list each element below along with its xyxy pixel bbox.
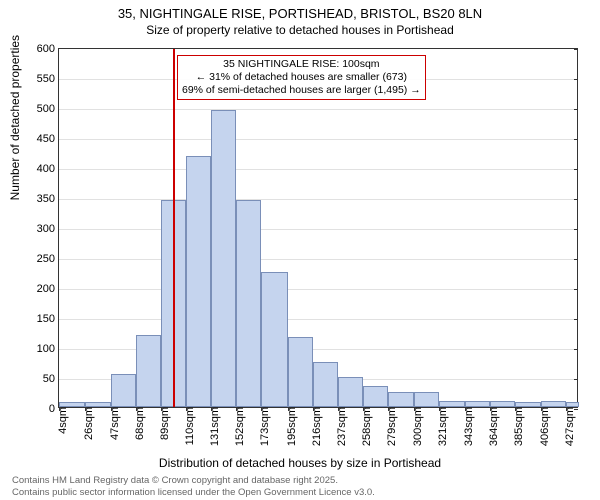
y-tick-label: 450	[37, 133, 59, 145]
y-tick-label: 550	[37, 73, 59, 85]
y-axis-label: Number of detached properties	[8, 35, 22, 200]
x-axis-label: Distribution of detached houses by size …	[0, 456, 600, 470]
x-tick-label: 300sqm	[410, 407, 424, 446]
attribution-footer: Contains HM Land Registry data © Crown c…	[12, 475, 375, 498]
x-tick-label: 216sqm	[309, 407, 323, 446]
y-tick-label: 300	[37, 223, 59, 235]
histogram-bar	[136, 335, 161, 407]
x-tick-label: 364sqm	[486, 407, 500, 446]
annotation-box: 35 NIGHTINGALE RISE: 100sqm ← 31% of det…	[177, 55, 426, 100]
histogram-bar	[388, 392, 413, 407]
footer-line: Contains HM Land Registry data © Crown c…	[12, 475, 375, 486]
gridline	[59, 289, 577, 290]
annotation-line: ← 31% of detached houses are smaller (67…	[182, 71, 421, 84]
gridline	[59, 259, 577, 260]
x-tick-label: 237sqm	[334, 407, 348, 446]
gridline	[59, 199, 577, 200]
x-tick-label: 173sqm	[257, 407, 271, 446]
y-tick-label: 400	[37, 163, 59, 175]
gridline	[59, 319, 577, 320]
y-tick-label: 100	[37, 343, 59, 355]
histogram-bar	[211, 110, 236, 407]
gridline	[59, 139, 577, 140]
histogram-bar	[313, 362, 338, 407]
x-tick-label: 110sqm	[182, 407, 196, 445]
y-tick-label: 600	[37, 43, 59, 55]
x-tick-label: 406sqm	[537, 407, 551, 446]
histogram-bar	[236, 200, 261, 407]
x-tick-label: 89sqm	[157, 407, 171, 440]
y-tick-label: 200	[37, 283, 59, 295]
histogram-plot: 0501001502002503003504004505005506004sqm…	[58, 48, 578, 408]
y-tick-label: 500	[37, 103, 59, 115]
histogram-bar	[186, 156, 211, 407]
gridline	[59, 169, 577, 170]
histogram-bar	[338, 377, 363, 407]
gridline	[59, 229, 577, 230]
x-tick-label: 68sqm	[132, 407, 146, 440]
y-tick-label: 50	[43, 373, 59, 385]
x-tick-label: 385sqm	[511, 407, 525, 446]
x-tick-label: 427sqm	[562, 407, 576, 446]
x-tick-label: 47sqm	[107, 407, 121, 440]
histogram-bar	[414, 392, 439, 407]
x-tick-label: 4sqm	[55, 407, 69, 434]
x-tick-label: 258sqm	[359, 407, 373, 446]
reference-line	[173, 49, 175, 407]
x-tick-label: 152sqm	[232, 407, 246, 446]
y-tick-label: 250	[37, 253, 59, 265]
histogram-bar	[111, 374, 136, 407]
gridline	[59, 109, 577, 110]
x-tick-label: 343sqm	[461, 407, 475, 446]
x-tick-label: 279sqm	[384, 407, 398, 446]
chart-subtitle: Size of property relative to detached ho…	[0, 23, 600, 41]
chart-title: 35, NIGHTINGALE RISE, PORTISHEAD, BRISTO…	[0, 0, 600, 23]
y-tick-label: 150	[37, 313, 59, 325]
histogram-bar	[363, 386, 388, 407]
footer-line: Contains public sector information licen…	[12, 487, 375, 498]
x-tick-label: 26sqm	[81, 407, 95, 440]
x-tick-label: 321sqm	[435, 407, 449, 446]
x-tick-label: 195sqm	[284, 407, 298, 446]
histogram-bar	[261, 272, 287, 407]
annotation-line: 69% of semi-detached houses are larger (…	[182, 84, 421, 97]
histogram-bar	[288, 337, 313, 407]
annotation-line: 35 NIGHTINGALE RISE: 100sqm	[182, 58, 421, 71]
x-tick-label: 131sqm	[207, 407, 221, 446]
y-tick-label: 350	[37, 193, 59, 205]
